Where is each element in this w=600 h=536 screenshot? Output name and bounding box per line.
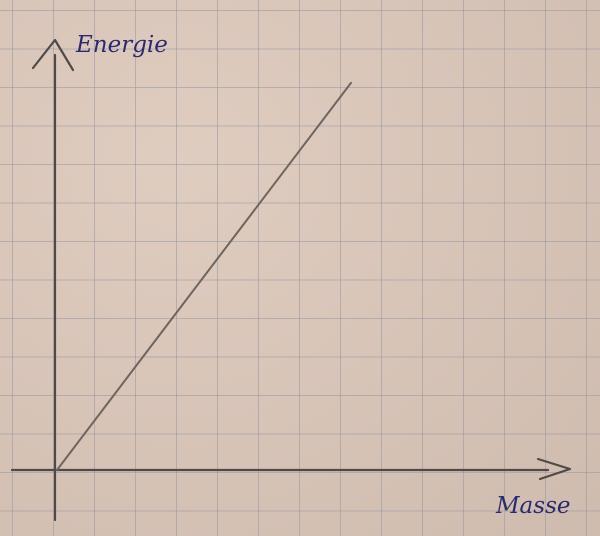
series-layer [56,81,352,471]
y-axis-label: Energie [75,32,168,58]
x-axis-arrowhead [536,457,572,481]
x-axis-label: Masse [495,493,570,519]
series-line-0 [56,81,352,471]
y-axis-arrowhead [31,38,75,72]
